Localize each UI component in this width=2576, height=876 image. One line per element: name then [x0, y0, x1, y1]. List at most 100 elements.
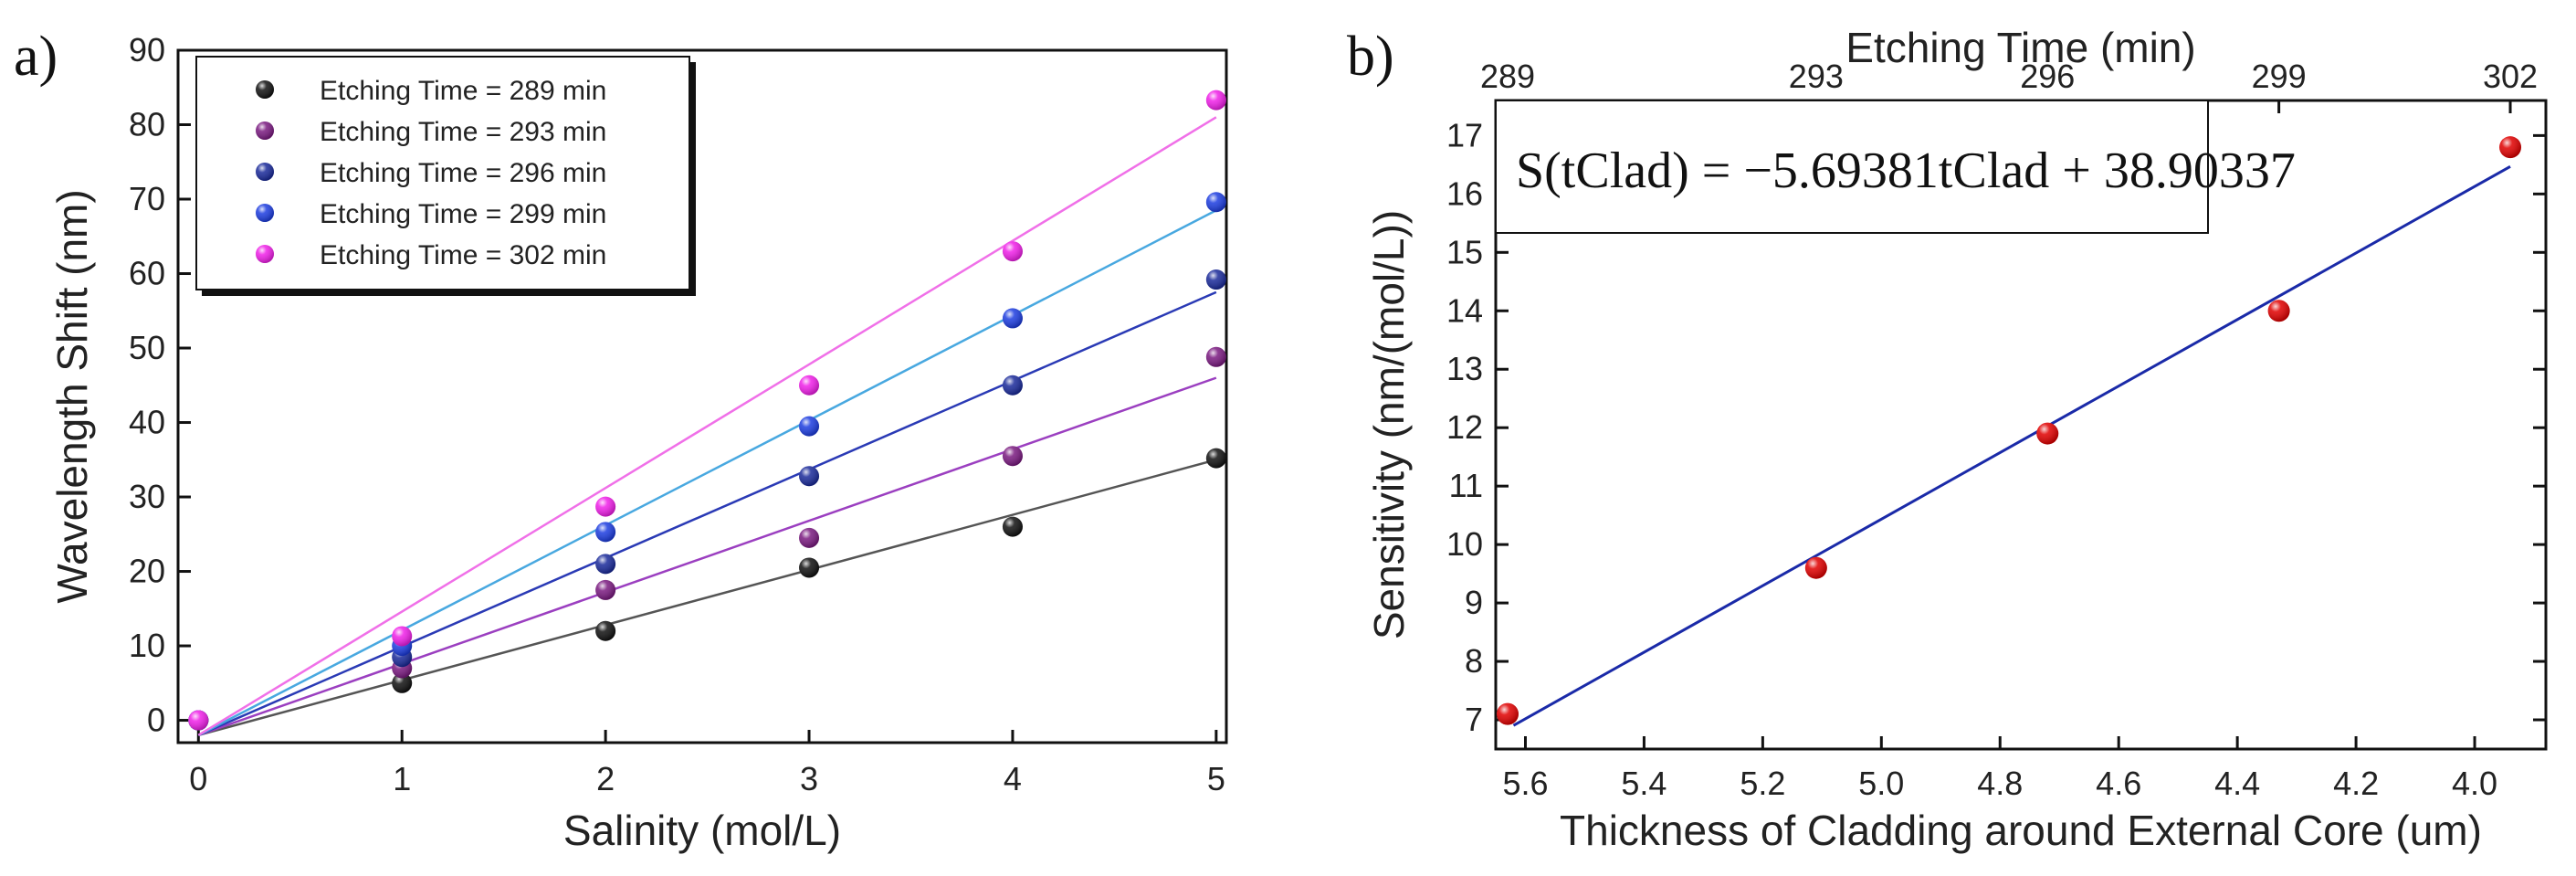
b-x-tick-label: 5.4 [1621, 765, 1667, 802]
data-point-series-1-shine [392, 672, 413, 693]
legend-label-3: Etching Time = 296 min [320, 158, 606, 188]
panel-a-x-axis-label: Salinity (mol/L) [563, 807, 841, 854]
b-top-tick-label: 302 [2483, 58, 2538, 95]
b-top-tick-label: 296 [2020, 58, 2075, 95]
b-top-tick-label: 299 [2252, 58, 2307, 95]
equation-box: S(tClad) = −5.69381tClad + 38.90337 [1495, 100, 2296, 234]
data-point-series-1-shine [595, 620, 616, 641]
b-x-tick-label: 5.6 [1502, 765, 1548, 802]
legend-marker-5-shine [256, 245, 274, 263]
b-x-tick-label: 4.2 [2333, 765, 2379, 802]
legend-marker-1 [256, 80, 274, 99]
panel-a-label: a) [14, 26, 58, 88]
data-point-series-5 [1002, 241, 1023, 262]
b-y-tick-label: 15 [1446, 233, 1483, 270]
b-y-tick-label: 8 [1465, 642, 1483, 680]
data-point-series-4-shine [595, 522, 616, 543]
legend-box [195, 56, 690, 290]
a-y-tick-label: 30 [129, 478, 165, 515]
a-x-tick-label: 0 [189, 760, 207, 797]
data-point-series-3-shine [595, 554, 616, 575]
fit-line-2 [197, 376, 1217, 737]
legend-label-2: Etching Time = 293 min [320, 117, 606, 147]
b-y-tick-label: 11 [1449, 467, 1483, 504]
legend-label-1: Etching Time = 289 min [320, 76, 606, 106]
data-point-series-3-shine [799, 466, 820, 487]
data-point-series-4 [799, 416, 820, 437]
fit-line-3 [197, 290, 1217, 736]
b-top-tick-label: 293 [1789, 58, 1844, 95]
panel-b-label: b) [1347, 26, 1394, 88]
sensitivity-point-shine [2499, 136, 2522, 159]
data-point-series-1-shine [1205, 448, 1226, 469]
panel-a-frame [176, 48, 1228, 744]
b-x-tick-label: 4.4 [2214, 765, 2260, 802]
panel-b-top-axis-label: Etching Time (min) [1845, 24, 2195, 71]
data-point-series-5 [188, 710, 209, 731]
data-point-series-4 [1002, 308, 1023, 329]
panel-b-chart: b) Etching Time (min) Sensitivity (nm/(m… [1347, 24, 2548, 854]
data-point-series-3 [1205, 269, 1226, 290]
sensitivity-point [2036, 422, 2059, 445]
data-point-series-2 [1002, 446, 1023, 467]
data-point-series-3-shine [1002, 375, 1023, 396]
legend-marker-5 [256, 245, 274, 263]
fit-line-5 [197, 116, 1217, 736]
legend-label-5: Etching Time = 302 min [320, 240, 606, 270]
data-point-series-1 [1205, 448, 1226, 469]
a-y-tick-label: 70 [129, 180, 165, 217]
data-point-series-1-shine [1002, 516, 1023, 537]
panel-a-y-axis-label: Wavelength Shift (nm) [48, 189, 96, 603]
data-point-series-2 [595, 579, 616, 600]
sensitivity-point [2499, 136, 2522, 159]
legend-marker-3-shine [256, 163, 274, 181]
legend-marker-4-shine [256, 204, 274, 222]
b-y-tick-label: 7 [1465, 701, 1483, 738]
data-point-series-3 [595, 554, 616, 575]
data-point-series-1 [595, 620, 616, 641]
a-x-tick-label: 5 [1207, 760, 1225, 797]
b-top-tick-label: 289 [1480, 58, 1535, 95]
legend-marker-2-shine [256, 121, 274, 140]
data-point-series-1 [392, 672, 413, 693]
data-point-series-5-shine [799, 375, 820, 396]
legend-shadow-right [689, 62, 696, 295]
a-y-tick-label: 80 [129, 106, 165, 143]
data-point-series-3-shine [1205, 269, 1226, 290]
a-y-tick-label: 90 [129, 31, 165, 69]
equation-frame [1495, 100, 2209, 234]
a-y-tick-label: 60 [129, 255, 165, 292]
data-point-series-5-shine [392, 626, 413, 647]
data-point-series-1 [1002, 516, 1023, 537]
legend-shadow-bottom [202, 290, 696, 296]
a-y-tick-label: 0 [147, 702, 165, 739]
sensitivity-point [2267, 300, 2290, 322]
a-y-tick-label: 50 [129, 329, 165, 366]
b-y-tick-label: 14 [1446, 291, 1483, 329]
legend-label-4: Etching Time = 299 min [320, 199, 606, 229]
b-y-tick-label: 17 [1446, 116, 1483, 153]
b-x-tick-label: 4.8 [1977, 765, 2023, 802]
linear-fit-line [1512, 164, 2511, 727]
sensitivity-point-shine [1804, 556, 1827, 579]
a-y-tick-label: 10 [129, 627, 165, 664]
sensitivity-point [1804, 556, 1827, 579]
legend-marker-2 [256, 121, 274, 140]
a-x-tick-label: 1 [393, 760, 411, 797]
fit-equation: S(tClad) = −5.69381tClad + 38.90337 [1516, 142, 2296, 199]
sensitivity-point-shine [2267, 300, 2290, 322]
b-y-tick-label: 10 [1446, 525, 1483, 563]
b-y-tick-label: 16 [1446, 174, 1483, 212]
data-point-series-2-shine [1002, 446, 1023, 467]
panel-a-chart: a) Wavelength Shift (nm) Salinity (mol/L… [14, 26, 1228, 854]
b-y-tick-label: 13 [1446, 350, 1483, 387]
a-x-tick-label: 2 [596, 760, 615, 797]
legend-marker-4 [256, 204, 274, 222]
a-y-tick-label: 40 [129, 404, 165, 441]
data-point-series-5 [799, 375, 820, 396]
sensitivity-point-shine [1496, 702, 1519, 725]
data-point-series-5-shine [1205, 90, 1226, 111]
b-x-tick-label: 4.6 [2096, 765, 2141, 802]
data-point-series-1 [799, 557, 820, 578]
